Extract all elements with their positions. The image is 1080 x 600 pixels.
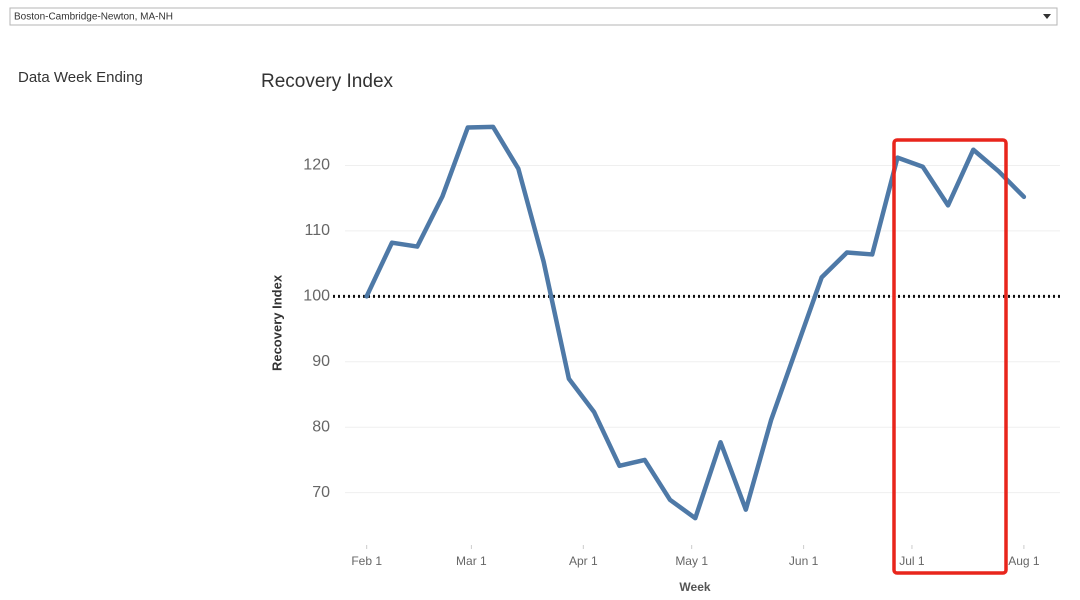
chart-title: Recovery Index: [261, 71, 394, 92]
y-tick-label: 70: [312, 484, 330, 501]
y-tick-label: 110: [304, 222, 330, 239]
x-tick-label: Aug 1: [1008, 554, 1040, 568]
x-tick-label: Jun 1: [789, 554, 819, 568]
highlight-box: [892, 138, 1008, 575]
x-tick-label: May 1: [675, 554, 708, 568]
x-tick-label: Mar 1: [456, 554, 487, 568]
y-tick-label: 90: [312, 353, 330, 370]
x-axis-label: Week: [679, 580, 710, 594]
y-tick-label: 100: [303, 288, 330, 305]
x-tick-label: Jul 1: [899, 554, 925, 568]
filter-value: Boston-Cambridge-Newton, MA-NH: [14, 12, 173, 23]
side-label: Data Week Ending: [18, 69, 143, 86]
x-tick-label: Apr 1: [569, 554, 598, 568]
x-tick-label: Feb 1: [351, 554, 382, 568]
y-tick-label: 80: [312, 418, 330, 435]
plot: 70 80 90 100 110 120 Feb 1 Mar 1 Apr 1 May 1 Jun 1…: [303, 124, 1060, 568]
y-tick-label: 120: [303, 157, 330, 174]
dropdown-arrow: [1043, 14, 1051, 19]
y-axis-label: Recovery Index: [269, 274, 284, 371]
series-line: [364, 124, 1027, 521]
filter-dropdown[interactable]: [9, 7, 1058, 26]
